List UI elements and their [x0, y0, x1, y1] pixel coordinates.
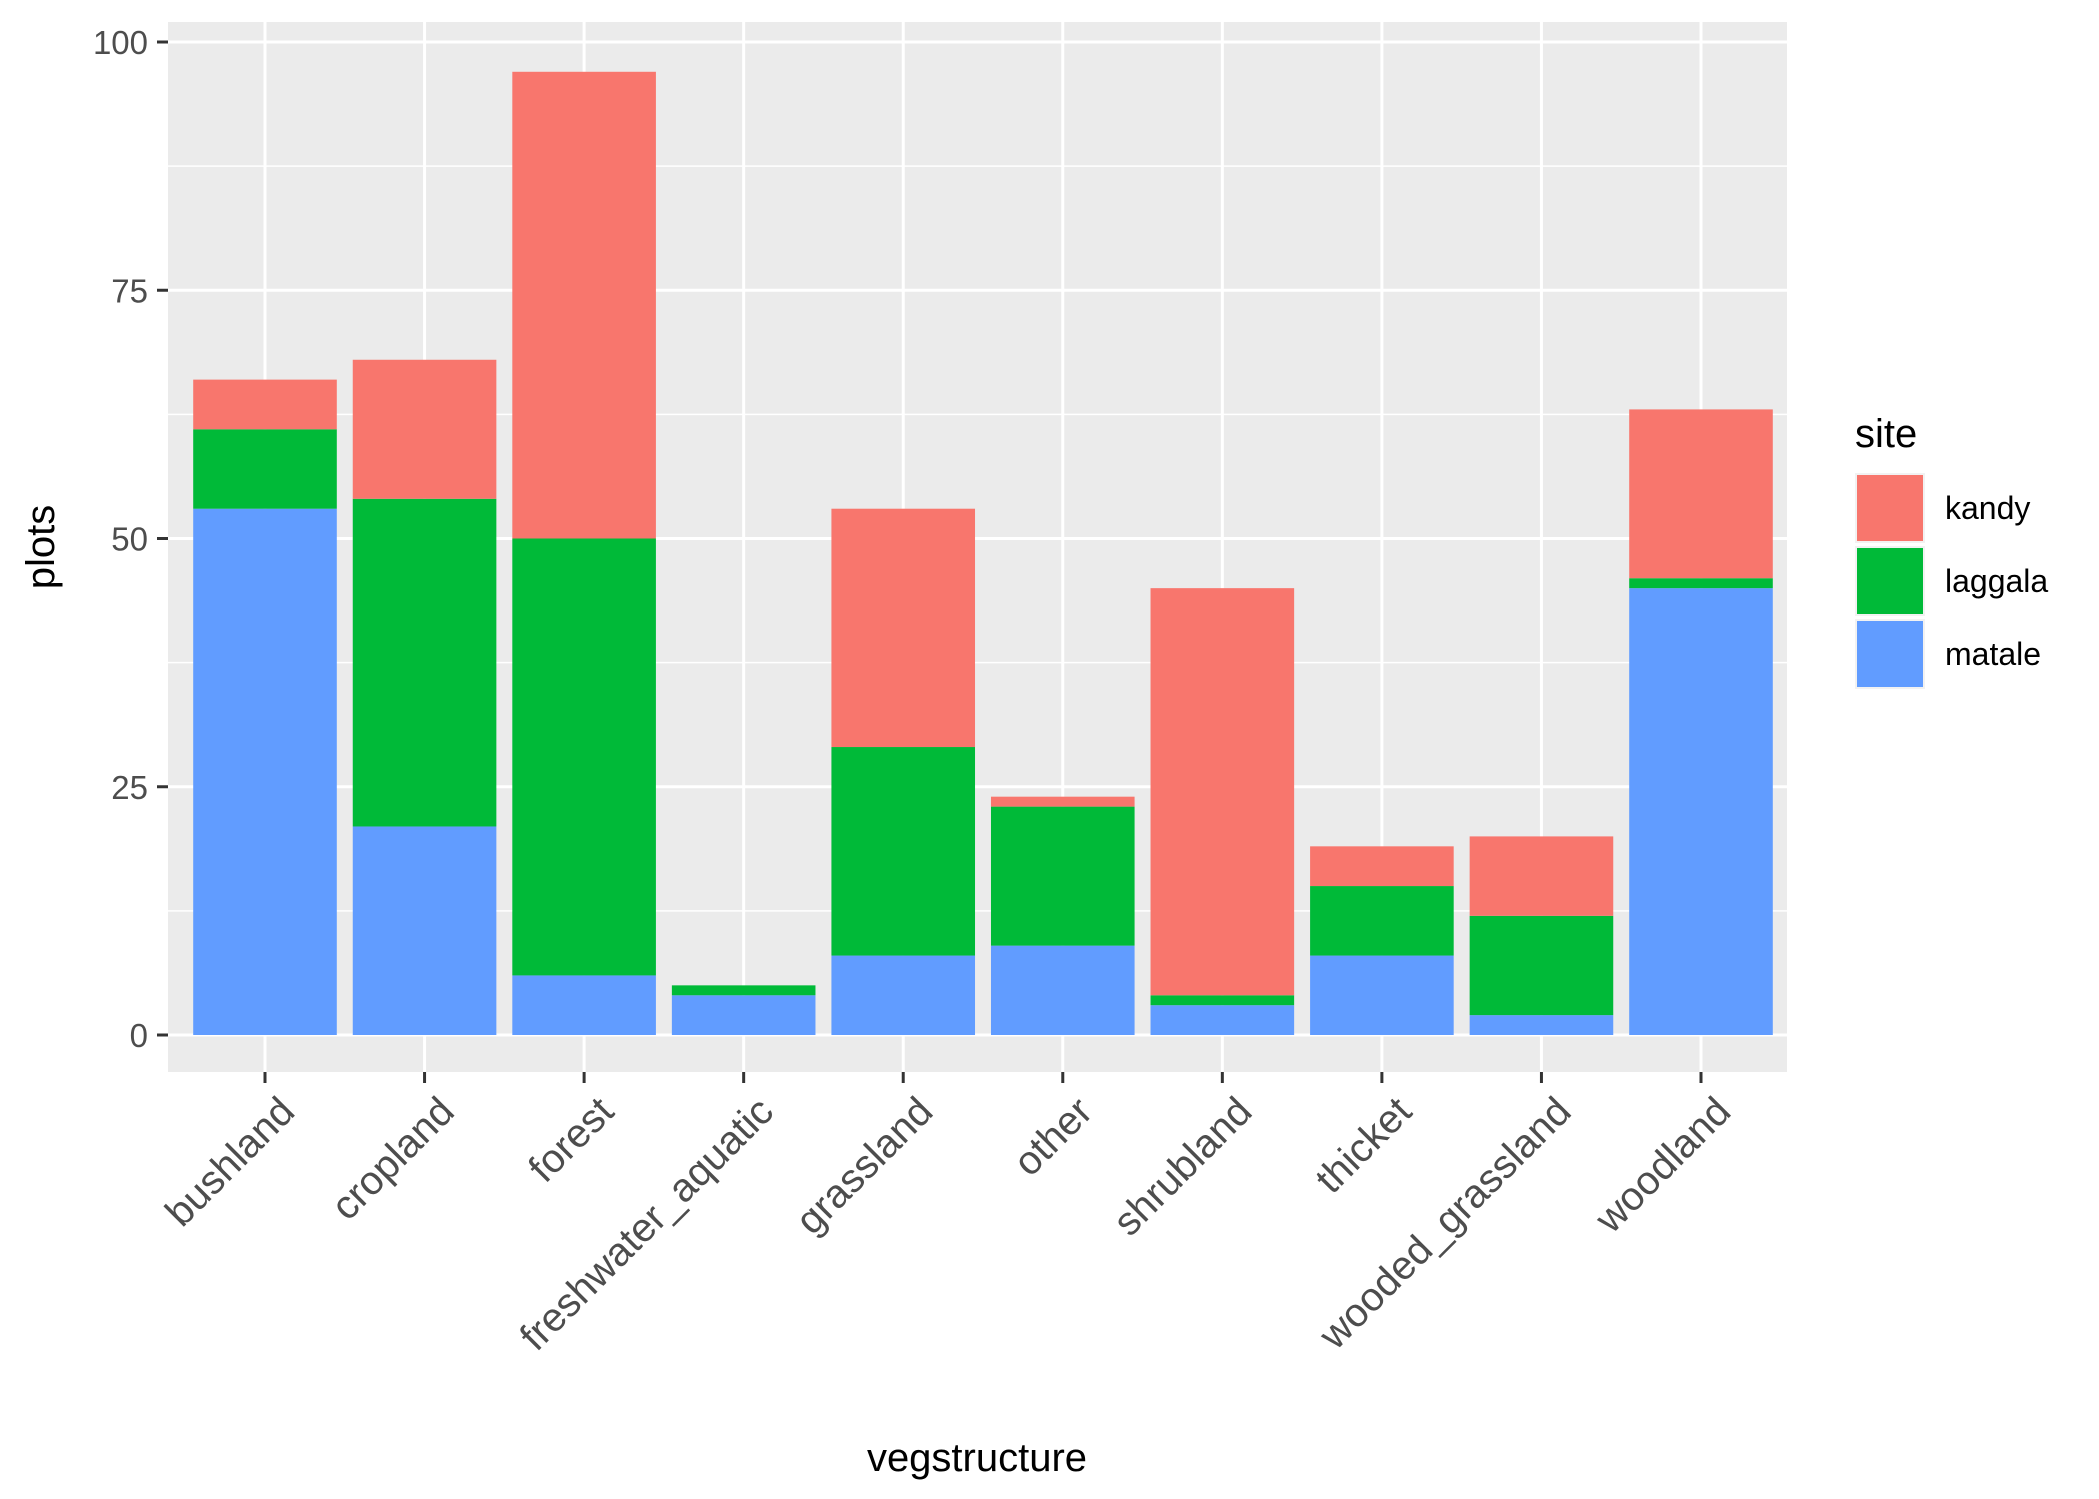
x-tick-label-thicket: thicket	[1307, 1089, 1420, 1202]
bar-wooded_grassland-matale	[1469, 1015, 1614, 1035]
bar-cropland-kandy	[352, 359, 497, 499]
bar-woodland-laggala	[1629, 578, 1773, 589]
bar-bushland-kandy	[193, 379, 337, 430]
bar-forest-kandy	[512, 71, 656, 539]
legend-label-laggala: laggala	[1945, 563, 2048, 599]
legend-swatch-kandy	[1857, 475, 1923, 541]
x-tick-label-forest: forest	[520, 1089, 622, 1191]
bar-shrubland-kandy	[1150, 588, 1295, 996]
bar-other-kandy	[990, 796, 1135, 807]
x-tick-label-other: other	[1005, 1089, 1101, 1185]
x-axis: bushland cropland forestfreshwater_aquatic…	[157, 1072, 1739, 1359]
x-tick-label-bushland: bushland	[157, 1089, 303, 1235]
bar-other-laggala	[990, 806, 1135, 946]
legend-swatch-laggala	[1857, 548, 1923, 614]
bar-grassland-laggala	[831, 747, 976, 956]
bar-other-matale	[990, 945, 1135, 1035]
y-tick-label-3: 75	[111, 272, 148, 309]
bar-shrubland-laggala	[1150, 995, 1295, 1006]
y-axis-title: plots	[19, 505, 63, 590]
bar-shrubland-matale	[1150, 1005, 1295, 1035]
bar-grassland-matale	[831, 955, 976, 1035]
bar-woodland-kandy	[1629, 409, 1773, 579]
bar-cropland-laggala	[352, 498, 497, 827]
legend: site kandy laggala matale	[1855, 412, 2048, 689]
bar-bushland-laggala	[193, 429, 337, 509]
bar-thicket-laggala	[1310, 886, 1454, 956]
legend-swatch-matale	[1857, 621, 1923, 687]
legend-title: site	[1855, 412, 1917, 456]
legend-label-matale: matale	[1945, 636, 2041, 672]
bar-cropland-matale	[352, 826, 497, 1035]
bar-grassland-kandy	[831, 508, 976, 748]
x-tick-label-woodland: woodland	[1586, 1089, 1739, 1242]
bar-woodland-matale	[1629, 588, 1773, 1035]
y-tick-label-0: 0	[130, 1017, 148, 1054]
bar-freshwater_aquatic-matale	[671, 995, 816, 1035]
legend-label-kandy: kandy	[1945, 490, 2030, 526]
bar-thicket-matale	[1310, 955, 1454, 1035]
x-tick-label-grassland: grassland	[788, 1089, 942, 1243]
bar-thicket-kandy	[1310, 846, 1454, 887]
bar-wooded_grassland-kandy	[1469, 836, 1614, 916]
bar-forest-laggala	[512, 538, 656, 976]
bar-forest-matale	[512, 975, 656, 1035]
y-axis: 0 25 50 75 100	[93, 24, 168, 1054]
bar-wooded_grassland-laggala	[1469, 915, 1614, 1016]
bars	[193, 71, 1773, 1036]
bar-freshwater_aquatic-laggala	[671, 985, 816, 996]
x-tick-label-shrubland: shrubland	[1105, 1089, 1260, 1244]
y-tick-label-4: 100	[93, 24, 148, 61]
y-tick-label-2: 50	[111, 521, 148, 558]
y-tick-label-1: 25	[111, 769, 148, 806]
x-axis-title: vegstructure	[867, 1436, 1087, 1480]
bar-bushland-matale	[193, 508, 337, 1036]
x-tick-label-cropland: cropland	[323, 1089, 463, 1229]
